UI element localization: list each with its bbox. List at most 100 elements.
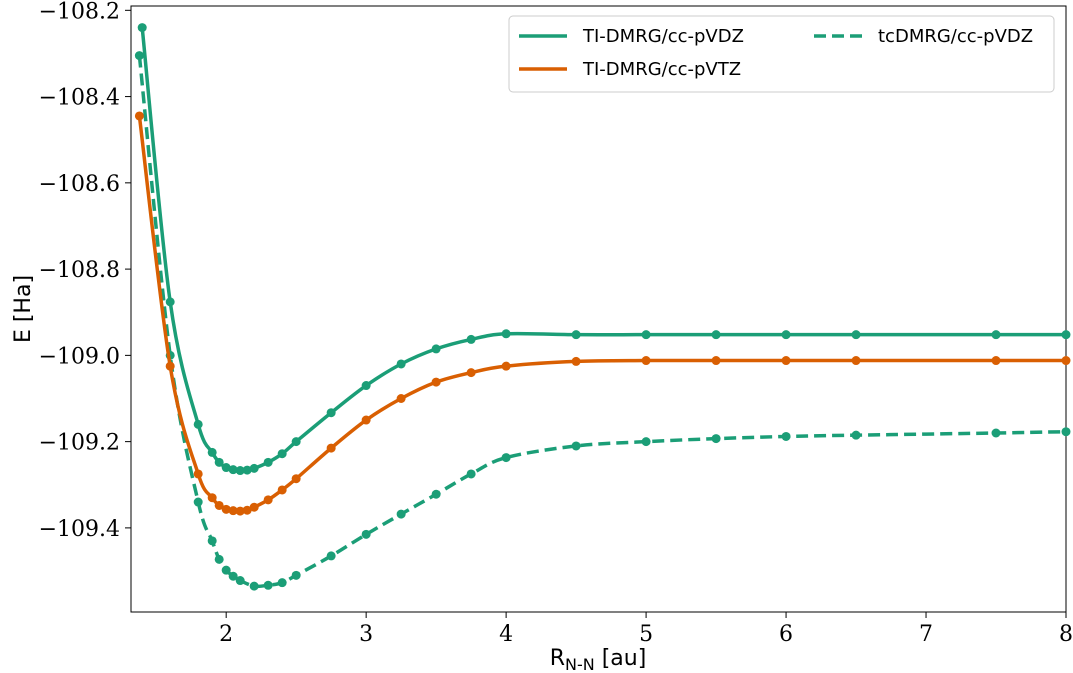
data-point xyxy=(165,361,175,371)
data-point xyxy=(361,381,371,391)
x-tick-label: 6 xyxy=(779,622,793,647)
legend-label-ti-dmrg-cc-pvtz: TI-DMRG/cc-pVTZ xyxy=(582,59,741,80)
data-point xyxy=(214,457,224,467)
series-ti-dmrg-cc-pvtz xyxy=(134,111,1071,516)
series-line-ti-dmrg-cc-pvtz xyxy=(137,115,1066,513)
plot-frame xyxy=(130,5,1067,613)
data-point xyxy=(235,506,245,516)
data-point xyxy=(193,419,203,429)
data-point xyxy=(326,443,336,453)
data-point xyxy=(851,430,861,440)
y-axis-label: E [Ha] xyxy=(11,275,36,343)
data-point xyxy=(501,453,511,463)
data-point xyxy=(165,297,175,307)
data-point xyxy=(361,415,371,425)
data-point xyxy=(641,356,651,366)
data-point xyxy=(571,330,581,340)
data-point xyxy=(1061,427,1071,437)
data-point xyxy=(571,441,581,451)
data-point xyxy=(242,465,252,475)
data-point xyxy=(781,431,791,441)
data-point xyxy=(277,449,287,459)
x-tick-label: 2 xyxy=(219,622,233,647)
data-point xyxy=(263,495,273,505)
data-point xyxy=(235,576,245,586)
data-point xyxy=(501,329,511,339)
data-point xyxy=(214,500,224,510)
series-ti-dmrg-cc-pvdz xyxy=(137,23,1071,476)
data-point xyxy=(431,489,441,499)
data-point xyxy=(277,485,287,495)
x-tick-label: 8 xyxy=(1059,622,1073,647)
data-point xyxy=(277,578,287,588)
data-point xyxy=(991,330,1001,340)
data-point xyxy=(228,465,238,475)
data-point xyxy=(249,463,259,473)
data-point xyxy=(711,434,721,444)
data-point xyxy=(221,463,231,473)
series-line-ti-dmrg-cc-pvdz xyxy=(140,27,1066,473)
data-point xyxy=(263,580,273,590)
data-point xyxy=(396,509,406,519)
data-point xyxy=(235,466,245,476)
data-point xyxy=(501,361,511,371)
data-point xyxy=(326,408,336,418)
data-point xyxy=(249,502,259,512)
x-tick-label: 5 xyxy=(639,622,653,647)
data-point xyxy=(326,551,336,561)
data-point xyxy=(991,356,1001,366)
y-tick-label: −108.6 xyxy=(39,172,120,197)
x-axis-label-subscript: N-N xyxy=(565,655,595,673)
data-point xyxy=(207,493,217,503)
y-tick-label: −109.0 xyxy=(39,344,120,369)
data-point xyxy=(214,554,224,564)
data-point xyxy=(851,330,861,340)
data-point xyxy=(221,504,231,514)
data-point xyxy=(134,51,144,61)
x-tick-label: 3 xyxy=(359,622,373,647)
data-point xyxy=(396,359,406,369)
data-point xyxy=(781,356,791,366)
legend-label-tcdmrg-cc-pvdz: tcDMRG/cc-pVDZ xyxy=(878,26,1033,47)
y-tick-label: −108.8 xyxy=(39,258,120,283)
data-point xyxy=(991,428,1001,438)
data-point xyxy=(207,447,217,457)
data-point xyxy=(221,565,231,575)
series-layer xyxy=(134,23,1071,591)
x-tick-label: 7 xyxy=(919,622,933,647)
data-point xyxy=(263,457,273,467)
data-point xyxy=(466,334,476,344)
y-tick-label: −109.2 xyxy=(39,431,120,456)
data-point xyxy=(137,23,147,33)
data-point xyxy=(641,437,651,447)
legend-label-ti-dmrg-cc-pvdz: TI-DMRG/cc-pVDZ xyxy=(582,26,744,47)
data-point xyxy=(1061,330,1071,340)
data-point xyxy=(228,506,238,516)
data-point xyxy=(193,469,203,479)
y-tick-label: −108.2 xyxy=(39,0,120,24)
x-axis-label: RN-N [au] xyxy=(550,646,647,673)
y-tick-label: −109.4 xyxy=(39,517,120,542)
data-point xyxy=(1061,356,1071,366)
data-point xyxy=(228,571,238,581)
data-point xyxy=(291,437,301,447)
legend-box xyxy=(508,15,1055,93)
series-line-tcdmrg-cc-pvdz xyxy=(137,55,1067,589)
y-tick-label: −108.4 xyxy=(39,86,120,111)
data-point xyxy=(396,394,406,403)
data-point xyxy=(242,505,252,515)
data-point xyxy=(466,469,476,479)
data-point xyxy=(431,344,441,354)
data-point xyxy=(466,368,476,378)
data-point xyxy=(134,111,144,121)
x-axis-label-unit: [au] xyxy=(595,646,647,671)
data-point xyxy=(291,570,301,580)
data-point xyxy=(361,529,371,539)
data-point xyxy=(571,356,581,366)
data-point xyxy=(193,497,203,507)
data-point xyxy=(781,330,791,340)
x-tick-label: 4 xyxy=(499,622,513,647)
data-point xyxy=(711,330,721,340)
data-point xyxy=(641,330,651,340)
